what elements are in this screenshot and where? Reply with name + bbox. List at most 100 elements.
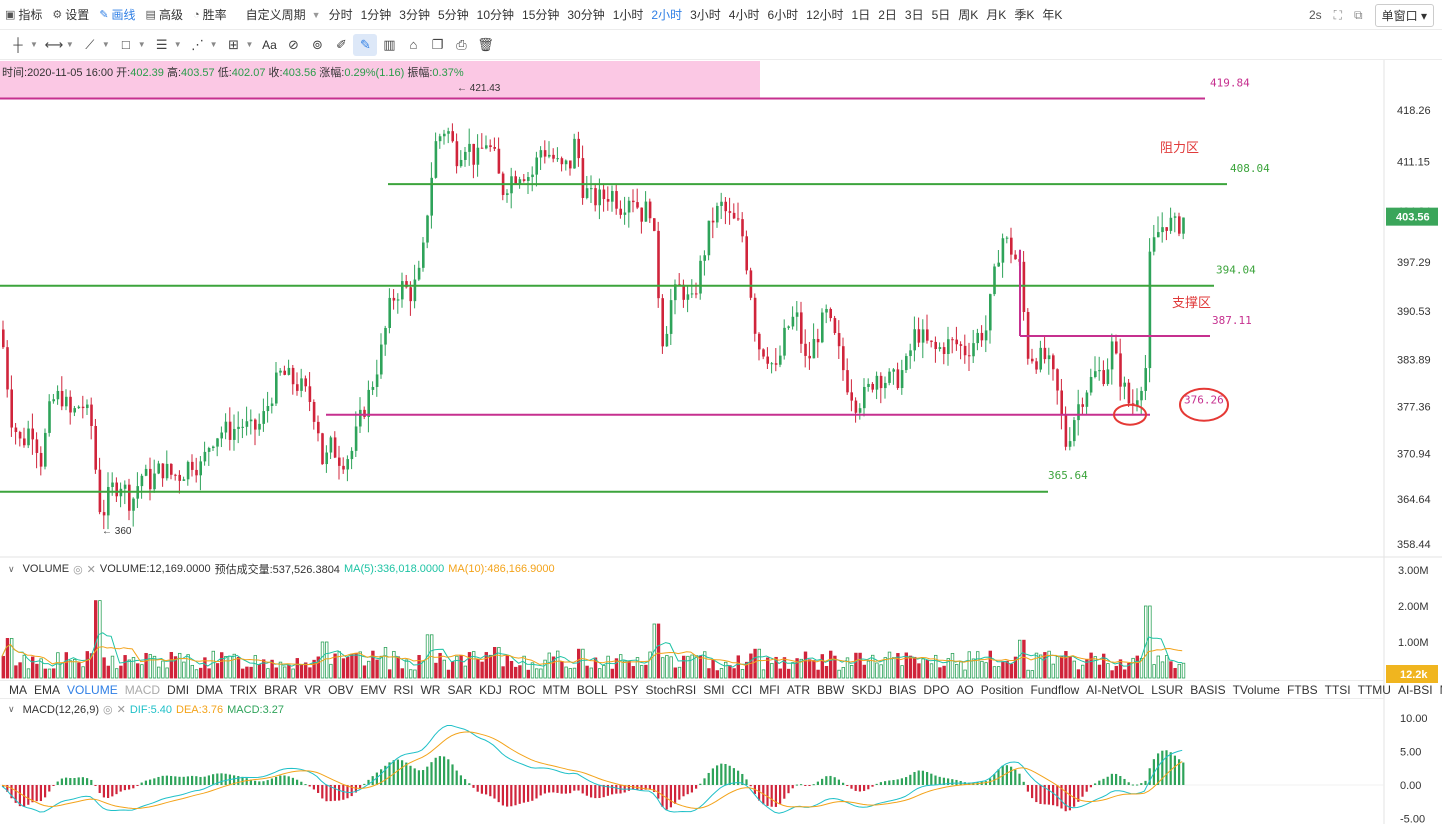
fib-icon[interactable]: ⋰ — [191, 36, 205, 52]
window-mode-select[interactable]: 单窗口 ▾ — [1374, 3, 1434, 27]
indicator-tab-mfi[interactable]: MFI — [759, 682, 780, 697]
indicator-tab-mtm[interactable]: MTM — [542, 682, 570, 697]
collapse-icon[interactable]: ∨ — [8, 704, 15, 714]
magnet-icon[interactable]: ⊚ — [312, 36, 323, 52]
period-option[interactable]: 月K — [986, 8, 1007, 22]
indicator-tab-trix[interactable]: TRIX — [229, 682, 258, 697]
bars-pattern-icon[interactable]: ▥ — [383, 36, 396, 52]
fullscreen-icon[interactable]: ⛶ — [1333, 7, 1343, 22]
rectangle-icon[interactable]: □ — [121, 37, 130, 52]
chevron-down-icon[interactable]: ▼ — [245, 40, 254, 49]
period-option[interactable]: 年K — [1042, 8, 1063, 22]
period-option[interactable]: 1小时 — [612, 8, 644, 22]
copy-icon[interactable]: ❐ — [431, 36, 444, 52]
indicator-button[interactable]: ▣ 指标 — [0, 6, 47, 23]
settings-icon[interactable]: ◎ — [103, 704, 113, 716]
indicator-tab-macd[interactable]: MACD — [124, 682, 161, 697]
indicator-tab-dma[interactable]: DMA — [196, 682, 223, 697]
indicator-tab-roc[interactable]: ROC — [508, 682, 536, 697]
draw-button[interactable]: ✎ 画线 — [94, 6, 140, 23]
settings-icon[interactable]: ◎ — [73, 563, 83, 576]
indicator-tab-ai-netvol[interactable]: AI-NetVOL — [1086, 682, 1145, 697]
period-option[interactable]: 3小时 — [690, 8, 721, 22]
indicator-tab-stochrsi[interactable]: StochRSI — [645, 682, 697, 697]
custom-period-button[interactable]: 自定义周期 — [245, 8, 306, 22]
period-option[interactable]: 5分钟 — [437, 8, 469, 22]
indicator-tab-dpo[interactable]: DPO — [923, 682, 950, 697]
price-chart-canvas[interactable]: 418.26411.15404.34397.29390.53383.89377.… — [0, 60, 1442, 824]
period-option[interactable]: 分时 — [328, 8, 353, 22]
period-option[interactable]: 3分钟 — [399, 8, 430, 22]
ruler-icon[interactable]: ✐ — [336, 36, 347, 52]
indicator-tab-tvolume[interactable]: TVolume — [1232, 682, 1280, 697]
indicator-tab-ai-bsi[interactable]: AI-BSI — [1397, 682, 1433, 697]
indicator-tab-ema[interactable]: EMA — [34, 682, 61, 697]
indicator-tab-mlr[interactable]: MLR — [1437, 683, 1442, 697]
indicator-tab-vr[interactable]: VR — [304, 682, 322, 697]
period-option[interactable]: 6小时 — [767, 8, 799, 22]
indicator-tab-fundflow[interactable]: Fundflow — [1030, 682, 1080, 697]
parallel-channel-icon[interactable]: ☰ — [155, 36, 168, 52]
chevron-down-icon[interactable]: ▼ — [101, 40, 110, 49]
indicator-tab-ao[interactable]: AO — [956, 682, 974, 697]
horizontal-ray-icon[interactable]: ⟷ — [44, 36, 64, 52]
period-option[interactable]: 12小时 — [806, 8, 844, 22]
indicator-tab-rsi[interactable]: RSI — [393, 682, 414, 697]
indicator-tab-atr[interactable]: ATR — [786, 682, 811, 697]
indicator-tab-brar[interactable]: BRAR — [264, 682, 298, 697]
text-tool-icon[interactable]: Aa — [262, 37, 277, 52]
indicator-tab-wr[interactable]: WR — [420, 682, 441, 697]
close-icon[interactable]: ✕ — [86, 563, 96, 576]
lock-icon[interactable]: ⌂ — [409, 37, 418, 52]
indicator-tab-dmi[interactable]: DMI — [167, 682, 190, 697]
collapse-icon[interactable]: ∨ — [8, 563, 15, 574]
settings-button[interactable]: ⚙ 设置 — [47, 6, 94, 23]
trend-line-icon[interactable]: ⟋ — [85, 36, 95, 52]
indicator-tab-emv[interactable]: EMV — [360, 682, 387, 697]
indicator-tab-skdj[interactable]: SKDJ — [851, 682, 883, 697]
indicator-tab-ftbs[interactable]: FTBS — [1286, 682, 1318, 697]
indicator-tab-lsur[interactable]: LSUR — [1151, 682, 1184, 697]
close-icon[interactable]: ✕ — [116, 704, 126, 716]
period-option[interactable]: 4小时 — [728, 8, 760, 22]
indicator-tab-boll[interactable]: BOLL — [576, 682, 608, 697]
period-option[interactable]: 15分钟 — [522, 8, 560, 22]
indicator-tab-kdj[interactable]: KDJ — [479, 682, 502, 697]
indicator-tab-volume[interactable]: VOLUME — [67, 682, 118, 697]
indicator-tab-bbw[interactable]: BBW — [817, 682, 845, 697]
winrate-button[interactable]: ◔ 胜率 — [188, 6, 232, 23]
measure-icon[interactable]: ⊘ — [288, 36, 299, 52]
trash-icon[interactable]: 🗑 — [477, 36, 494, 52]
period-option[interactable]: 1日 — [851, 8, 871, 22]
pattern-icon[interactable]: ⊞ — [228, 36, 239, 52]
chevron-down-icon[interactable]: ▼ — [137, 40, 146, 49]
chevron-down-icon[interactable]: ▼ — [65, 40, 74, 49]
indicator-tab-basis[interactable]: BASIS — [1190, 682, 1226, 697]
period-option[interactable]: 2日 — [878, 8, 897, 22]
indicator-tab-ttmu[interactable]: TTMU — [1357, 682, 1391, 697]
popout-icon[interactable]: ⧉ — [1354, 7, 1363, 22]
period-option[interactable]: 周K — [958, 8, 979, 22]
pencil-draw-icon[interactable]: ✎ — [353, 33, 378, 56]
indicator-tab-sar[interactable]: SAR — [447, 682, 473, 697]
period-option[interactable]: 2小时 — [651, 8, 683, 22]
crosshair-icon[interactable]: ┼ — [13, 37, 23, 52]
indicator-tab-ma[interactable]: MA — [9, 682, 27, 697]
indicator-tab-cci[interactable]: CCI — [731, 682, 753, 697]
advanced-button[interactable]: ▤ 高级 — [141, 6, 188, 23]
screenshot-icon[interactable]: ⎙ — [456, 36, 467, 52]
chevron-down-icon[interactable]: ▼ — [173, 40, 182, 49]
period-option[interactable]: 5日 — [931, 8, 951, 22]
period-option[interactable]: 季K — [1014, 8, 1035, 22]
period-option[interactable]: 3日 — [904, 8, 924, 22]
indicator-tab-position[interactable]: Position — [980, 682, 1024, 697]
period-option[interactable]: 10分钟 — [476, 8, 515, 22]
indicator-tab-smi[interactable]: SMI — [703, 682, 725, 697]
refresh-interval[interactable]: 2s — [1308, 8, 1322, 22]
period-option[interactable]: 30分钟 — [567, 8, 605, 22]
indicator-tab-obv[interactable]: OBV — [328, 682, 354, 697]
chevron-down-icon[interactable]: ▼ — [209, 40, 218, 49]
indicator-tab-ttsi[interactable]: TTSI — [1324, 682, 1351, 697]
chevron-down-icon[interactable]: ▼ — [30, 40, 38, 49]
indicator-tab-bias[interactable]: BIAS — [889, 682, 917, 697]
